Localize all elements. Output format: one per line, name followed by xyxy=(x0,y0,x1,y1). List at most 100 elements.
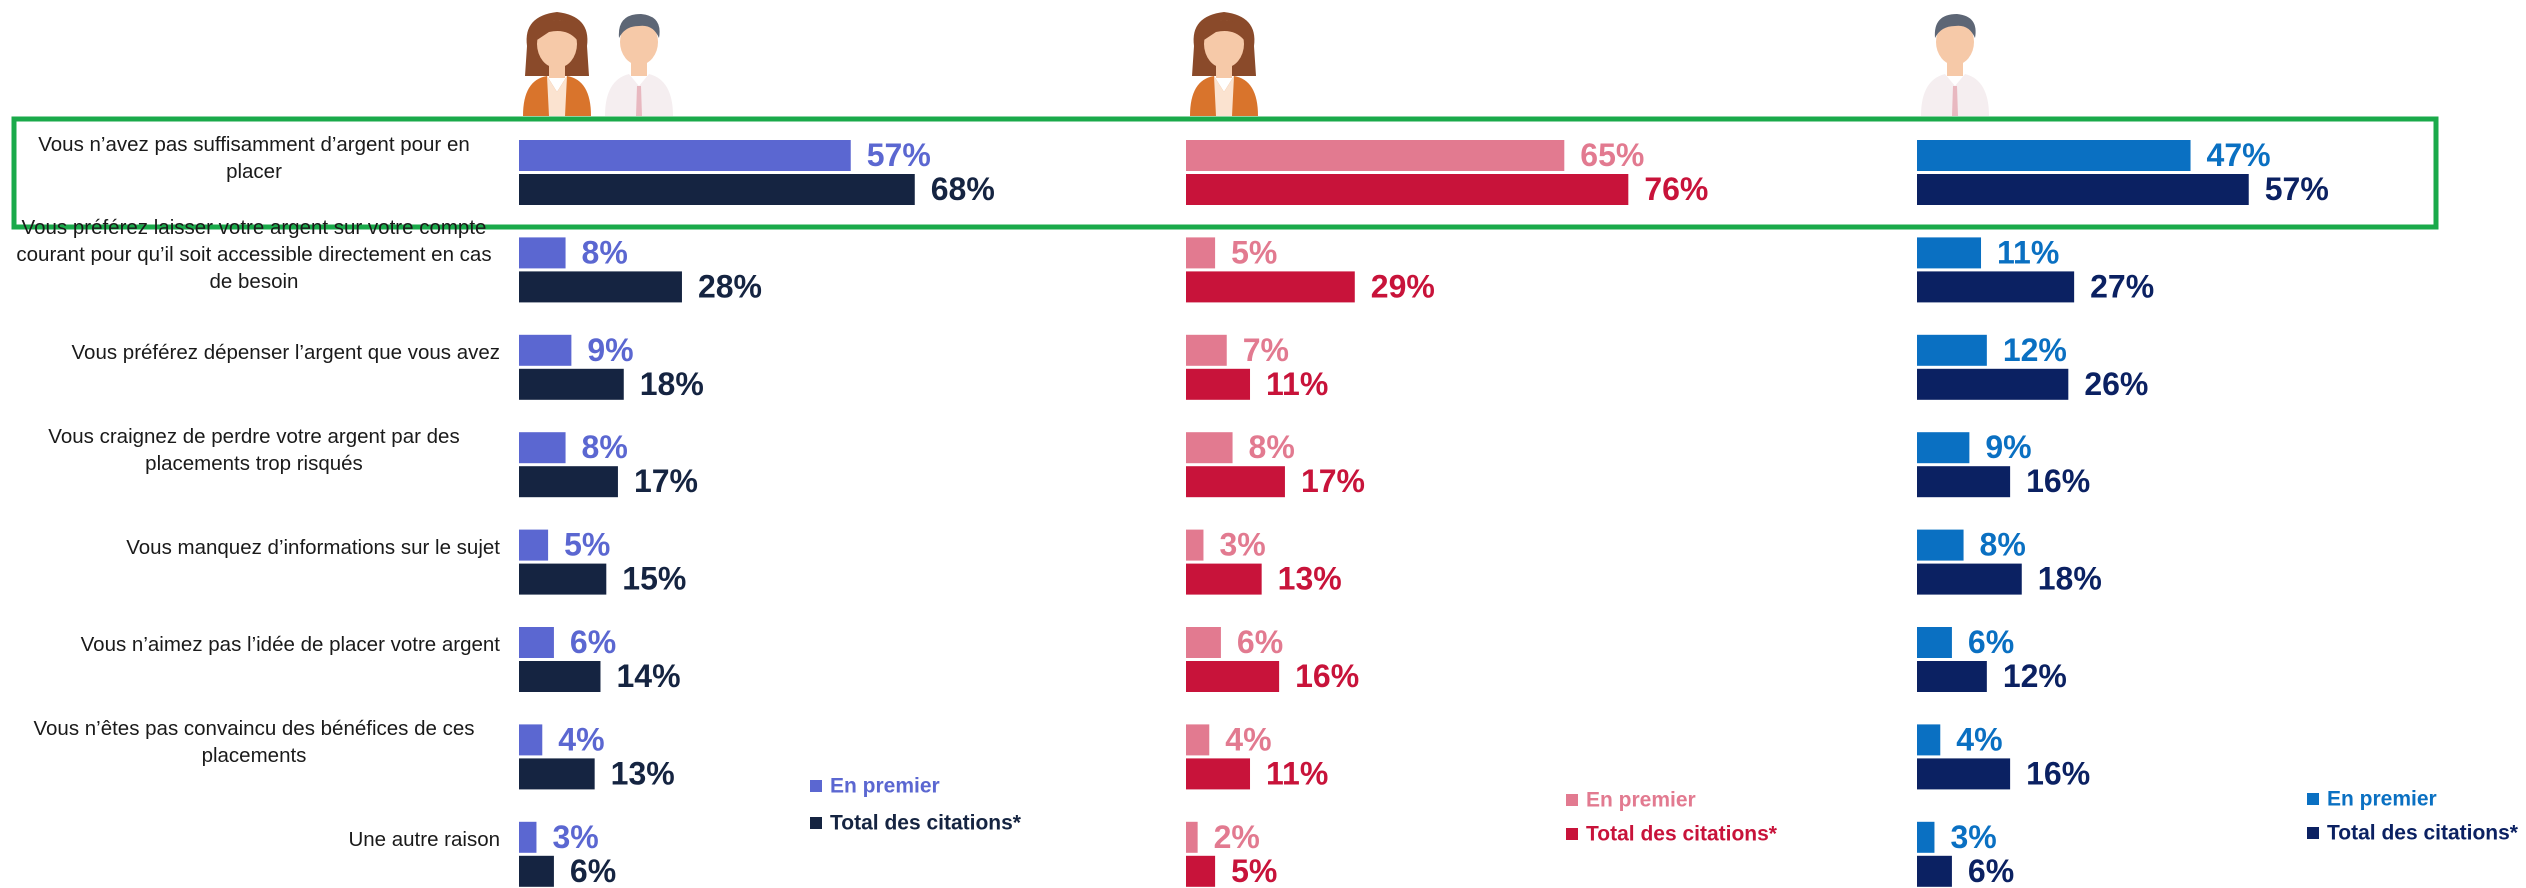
legend-swatch xyxy=(810,817,822,829)
value-label: 5% xyxy=(564,527,610,563)
legend-label: En premier xyxy=(1586,789,1696,812)
bar xyxy=(519,271,682,303)
bar xyxy=(519,237,566,269)
value-label: 16% xyxy=(2026,463,2090,499)
value-label: 3% xyxy=(1219,527,1265,563)
value-label: 5% xyxy=(1231,234,1277,270)
legend-swatch xyxy=(1566,794,1578,806)
value-label: 17% xyxy=(1301,463,1365,499)
bar xyxy=(1917,174,2249,205)
value-label: 14% xyxy=(616,658,680,694)
bar xyxy=(1917,855,1952,887)
category-text: Vous craignez de perdre votre argent par… xyxy=(48,424,460,475)
bar xyxy=(1917,661,1987,692)
legend-label: En premier xyxy=(2327,788,2437,811)
category-text: Vous n’êtes pas convaincu des bénéfices … xyxy=(33,716,475,767)
bar xyxy=(1917,368,2069,400)
legend-label: En premier xyxy=(830,775,940,798)
legend-swatch xyxy=(2307,793,2319,805)
highlight-box xyxy=(11,116,2439,230)
legend-label: Total des citations* xyxy=(830,812,1022,835)
value-label: 68% xyxy=(931,171,995,207)
value-label: 13% xyxy=(611,755,675,791)
value-label: 18% xyxy=(640,366,704,402)
value-label: 4% xyxy=(1956,721,2002,757)
bar xyxy=(1186,174,1629,205)
bar xyxy=(1186,627,1221,658)
category-text: Vous n’aimez pas l’idée de placer votre … xyxy=(80,633,500,656)
value-label: 28% xyxy=(698,268,762,304)
category-label: Vous craignez de perdre votre argent par… xyxy=(8,401,500,498)
value-label: 76% xyxy=(1644,171,1708,207)
value-label: 4% xyxy=(558,721,604,757)
value-label: 4% xyxy=(1225,721,1271,757)
category-label: Vous préférez laisser votre argent sur v… xyxy=(8,206,500,303)
value-label: 57% xyxy=(867,137,931,173)
value-label: 5% xyxy=(1231,853,1277,887)
value-label: 27% xyxy=(2090,268,2154,304)
bar xyxy=(519,529,549,561)
bar xyxy=(1186,661,1280,692)
value-label: 47% xyxy=(2207,137,2271,173)
value-label: 6% xyxy=(1237,624,1283,660)
value-label: 2% xyxy=(1214,819,1260,855)
value-label: 57% xyxy=(2265,171,2329,207)
bar xyxy=(1917,432,1970,464)
legend-label: Total des citations* xyxy=(2327,822,2519,845)
value-label: 9% xyxy=(587,332,633,368)
legend-swatch xyxy=(2307,827,2319,839)
bar xyxy=(519,466,618,498)
bar xyxy=(1186,432,1233,464)
category-label: Vous préférez dépenser l’argent que vous… xyxy=(8,304,501,401)
bar xyxy=(1917,237,1982,269)
bar xyxy=(1186,563,1262,595)
category-label: Vous n’êtes pas convaincu des bénéfices … xyxy=(8,693,500,790)
value-label: 7% xyxy=(1243,332,1289,368)
man-icon xyxy=(605,14,673,116)
legend-swatch xyxy=(810,780,822,792)
value-label: 18% xyxy=(2038,561,2102,597)
bar xyxy=(519,368,624,400)
bar xyxy=(1917,271,2075,303)
bar xyxy=(1186,368,1251,400)
bar xyxy=(1917,529,1964,561)
category-text: Vous préférez laisser votre argent sur v… xyxy=(16,216,492,294)
value-label: 8% xyxy=(582,429,628,465)
bar xyxy=(1917,724,1941,756)
category-label: Une autre raison xyxy=(8,791,500,888)
legend-label: Total des citations* xyxy=(1586,823,1778,846)
value-label: 6% xyxy=(1968,853,2014,887)
man-icon xyxy=(1921,14,1989,116)
bar xyxy=(519,821,537,853)
bar xyxy=(519,334,572,366)
woman-icon xyxy=(1190,12,1258,116)
bar xyxy=(1186,271,1355,303)
category-label: Vous n’avez pas suffisamment d’argent po… xyxy=(8,109,500,206)
value-label: 11% xyxy=(1997,234,2059,270)
value-label: 11% xyxy=(1266,755,1328,791)
value-label: 12% xyxy=(2003,332,2067,368)
value-label: 15% xyxy=(622,561,686,597)
bar xyxy=(1917,821,1935,853)
value-label: 8% xyxy=(1980,527,2026,563)
category-label: Vous n’aimez pas l’idée de placer votre … xyxy=(8,596,500,693)
value-label: 6% xyxy=(570,853,616,887)
bar xyxy=(519,627,554,658)
category-label: Vous manquez d’informations sur le sujet xyxy=(8,499,500,596)
bar xyxy=(1186,855,1216,887)
bar xyxy=(1186,724,1210,756)
category-text: Vous préférez dépenser l’argent que vous… xyxy=(71,340,501,364)
value-label: 6% xyxy=(1968,624,2014,660)
bar xyxy=(1186,758,1251,790)
bar xyxy=(1186,140,1565,171)
bar xyxy=(1917,334,1987,366)
value-label: 3% xyxy=(552,819,598,855)
bar xyxy=(519,855,554,887)
value-label: 6% xyxy=(570,624,616,660)
value-label: 16% xyxy=(1295,658,1359,694)
value-label: 26% xyxy=(2084,366,2148,402)
value-label: 13% xyxy=(1278,561,1342,597)
value-label: 12% xyxy=(2003,658,2067,694)
